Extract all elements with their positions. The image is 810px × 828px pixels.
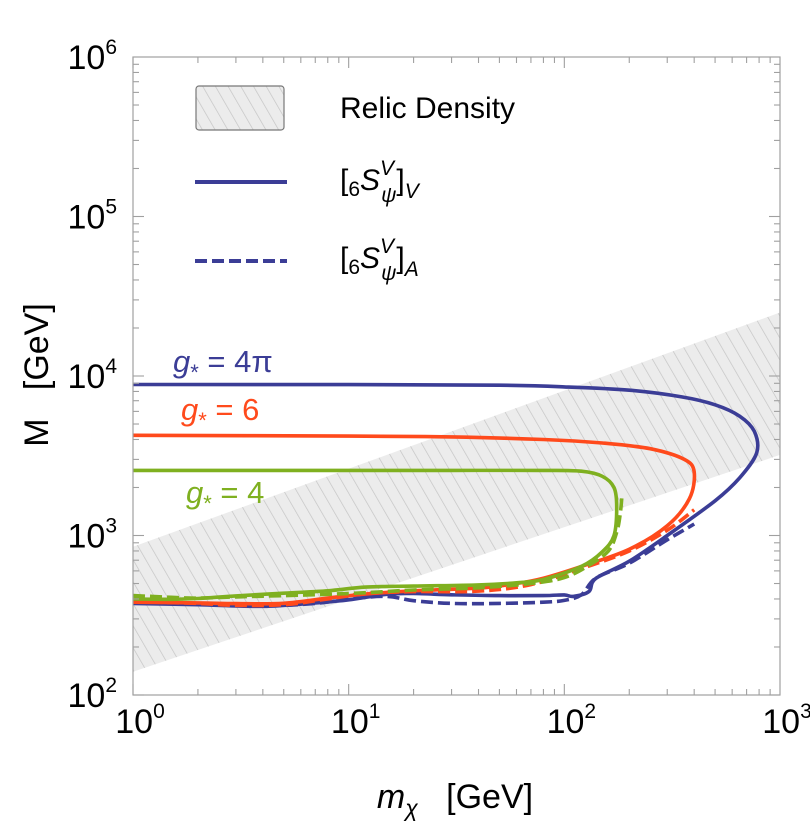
curve-label-g-6: g* = 6 [181, 392, 259, 433]
curve-g-4-vector-solid [133, 468, 619, 602]
y-tick-label: 105 [67, 196, 117, 237]
axis-titles: mχ [GeV] M [GeV] [18, 303, 533, 821]
curve-label-g-4pi: g* = 4π [173, 344, 273, 385]
relic-density-band [133, 312, 780, 672]
curve-labels: g* = 4π g* = 6 g* = 4 [173, 344, 273, 516]
y-tick-label: 102 [67, 674, 117, 715]
curve-g-4-axial-dashed [133, 494, 624, 600]
curve-layer [133, 382, 760, 609]
x-axis-title: mχ [GeV] [377, 778, 533, 821]
legend-swatch-band [195, 85, 285, 131]
curve-label-g-4: g* = 4 [186, 475, 264, 516]
x-tick-label: 101 [331, 700, 381, 741]
legend-label-vector: [6SV ψ]V [340, 157, 421, 207]
y-tick-label: 104 [67, 355, 117, 396]
x-tick-label: 100 [115, 700, 165, 741]
legend: Relic Density [6SV ψ]V [6SV ψ]A [195, 85, 515, 285]
curve-g-6-vector-solid [133, 433, 697, 606]
x-tick-label: 102 [547, 700, 597, 741]
curve-g-4pi-vector-solid [133, 382, 760, 609]
tick-labels: 100 101 102 103 102 103 104 105 106 [67, 36, 810, 741]
x-tick-label: 103 [762, 700, 810, 741]
legend-label-axial: [6SV ψ]A [340, 235, 419, 285]
ticks [132, 57, 780, 696]
y-tick-label: 106 [67, 36, 117, 77]
y-axis-title: M [GeV] [18, 303, 56, 447]
y-tick-label: 103 [67, 515, 117, 556]
legend-label-relic: Relic Density [340, 92, 515, 125]
relic-band-layer [133, 312, 780, 672]
